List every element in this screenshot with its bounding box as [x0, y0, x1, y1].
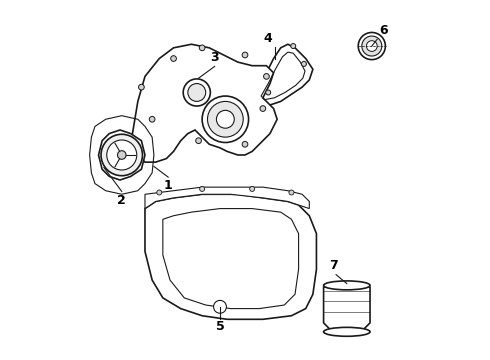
Circle shape [249, 186, 255, 192]
Polygon shape [145, 194, 317, 319]
Circle shape [207, 102, 243, 137]
Circle shape [214, 300, 226, 313]
Circle shape [289, 190, 294, 195]
Polygon shape [145, 187, 309, 208]
Polygon shape [98, 130, 145, 180]
Circle shape [242, 52, 248, 58]
Circle shape [264, 73, 270, 79]
Circle shape [101, 134, 143, 176]
Circle shape [199, 186, 205, 192]
Circle shape [196, 138, 201, 144]
Circle shape [149, 116, 155, 122]
Circle shape [188, 84, 206, 102]
Circle shape [118, 151, 126, 159]
Ellipse shape [323, 281, 370, 290]
Circle shape [367, 41, 377, 51]
Text: 6: 6 [379, 24, 388, 37]
Text: 2: 2 [118, 194, 126, 207]
Ellipse shape [323, 327, 370, 336]
Circle shape [202, 96, 248, 143]
Text: 7: 7 [329, 259, 338, 272]
Circle shape [199, 45, 205, 51]
Circle shape [291, 44, 296, 49]
Text: 4: 4 [264, 32, 272, 45]
Text: 5: 5 [216, 320, 224, 333]
Circle shape [139, 84, 144, 90]
Polygon shape [323, 284, 370, 334]
Polygon shape [131, 44, 277, 162]
Circle shape [266, 90, 270, 95]
Circle shape [260, 106, 266, 111]
Polygon shape [252, 44, 313, 105]
Circle shape [362, 36, 382, 56]
Circle shape [301, 62, 306, 66]
Circle shape [157, 190, 162, 195]
Text: 1: 1 [164, 179, 172, 192]
Circle shape [358, 32, 386, 60]
Circle shape [242, 141, 248, 147]
Circle shape [171, 56, 176, 62]
Circle shape [217, 111, 234, 128]
Text: 3: 3 [210, 51, 219, 64]
Circle shape [107, 140, 137, 170]
Circle shape [183, 79, 210, 106]
